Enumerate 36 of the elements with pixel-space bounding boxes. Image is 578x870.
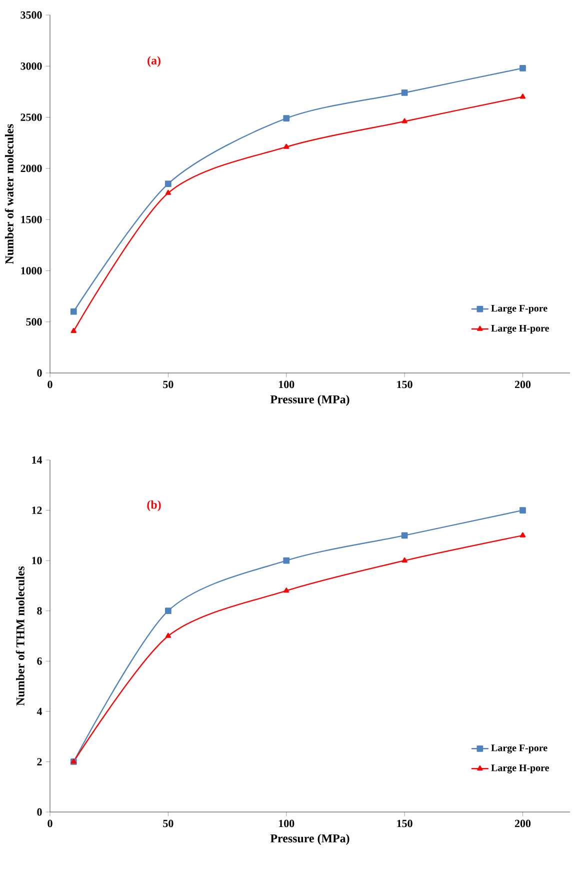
y-tick-label: 2 <box>37 758 42 766</box>
y-tick-label: 2500 <box>20 114 42 121</box>
y-tick-label: 0 <box>37 369 42 377</box>
legend-label: Large F-pore <box>491 744 548 754</box>
y-tick-label: 12 <box>32 506 42 514</box>
y-tick-label: 4 <box>36 708 42 716</box>
annotation: (b) <box>147 500 161 512</box>
y-axis-title: Number of water molecules <box>4 124 14 264</box>
x-tick-label: 50 <box>163 820 174 828</box>
annotation: (a) <box>148 56 160 67</box>
x-tick-label: 200 <box>514 380 531 388</box>
legend-label: Large F-pore <box>491 305 548 314</box>
y-axis-title: Number of THM molecules <box>16 566 24 706</box>
y-tick-label: 0 <box>37 808 42 816</box>
legend-label: Large H-pore <box>491 324 549 334</box>
x-tick-label: 100 <box>279 380 294 388</box>
y-tick-label: 1500 <box>21 216 42 224</box>
y-tick-label: 3500 <box>20 11 42 19</box>
y-tick-label: 3000 <box>20 62 42 70</box>
x-axis-title: Pressure (MPa) <box>270 395 350 406</box>
x-tick-label: 200 <box>514 820 531 828</box>
y-tick-label: 2000 <box>20 164 42 172</box>
x-tick-label: 100 <box>279 820 294 828</box>
y-tick-label: 8 <box>37 607 42 615</box>
y-tick-label: 14 <box>32 456 42 464</box>
y-tick-label: 10 <box>32 556 42 564</box>
y-tick-label: 500 <box>26 318 42 326</box>
x-tick-label: 150 <box>397 820 412 828</box>
x-tick-label: 0 <box>48 380 52 388</box>
x-axis-title: Pressure (MPa) <box>270 834 350 845</box>
y-tick-label: 6 <box>37 657 42 665</box>
x-tick-label: 0 <box>48 820 52 828</box>
legend-label: Large H-pore <box>491 764 549 774</box>
x-tick-label: 50 <box>163 380 174 388</box>
y-tick-label: 1000 <box>21 267 42 274</box>
x-tick-label: 150 <box>397 380 412 388</box>
